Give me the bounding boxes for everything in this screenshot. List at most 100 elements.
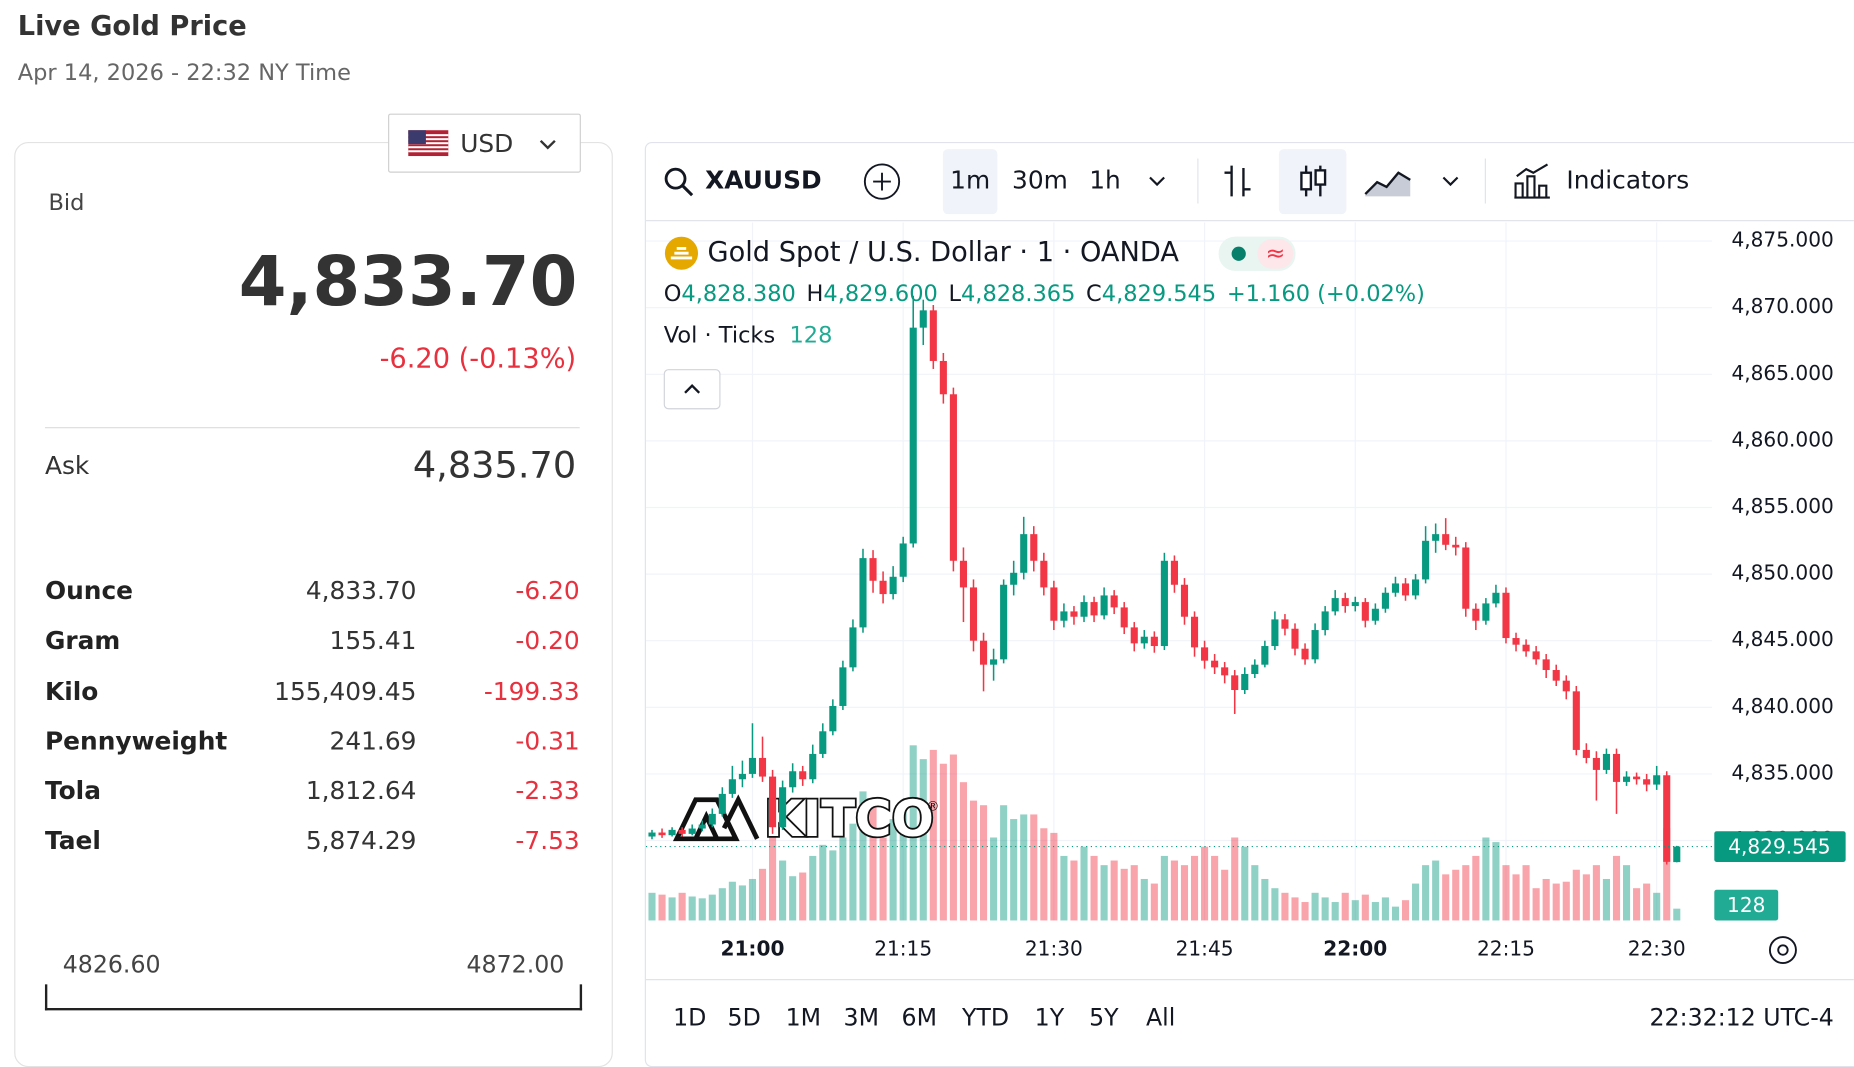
chevron-icon[interactable] bbox=[1148, 175, 1167, 187]
range-button[interactable]: 1M bbox=[785, 1003, 822, 1032]
candle-body bbox=[728, 779, 736, 794]
range-high: 4872.00 bbox=[466, 950, 565, 979]
bid-change: -6.20 (-0.13%) bbox=[379, 343, 577, 375]
interval-button[interactable]: 1h bbox=[1089, 166, 1121, 195]
unit-price: 241.69 bbox=[329, 727, 417, 756]
range-button[interactable]: 5Y bbox=[1089, 1003, 1119, 1032]
collapse-button[interactable] bbox=[663, 369, 721, 410]
volume-bar bbox=[929, 749, 937, 921]
volume-bar bbox=[990, 837, 998, 921]
settings-icon-core bbox=[1777, 944, 1789, 956]
search-icon[interactable] bbox=[663, 166, 696, 199]
candle-body bbox=[1301, 648, 1309, 660]
candle-body bbox=[809, 753, 817, 780]
symbol[interactable]: XAUUSD bbox=[705, 166, 822, 195]
candle-body bbox=[919, 310, 927, 328]
volume-bar bbox=[1532, 888, 1540, 921]
volume-bar bbox=[1432, 860, 1440, 921]
candle-body bbox=[929, 310, 937, 361]
candle-style-icon[interactable] bbox=[1297, 163, 1330, 198]
candle-body bbox=[758, 757, 767, 777]
volume-tag bbox=[1714, 889, 1779, 921]
volume-bar bbox=[1221, 869, 1229, 921]
interval-button[interactable]: 1m bbox=[950, 166, 991, 195]
candle-body bbox=[849, 627, 857, 668]
candle-body bbox=[889, 576, 897, 595]
watermark-text: KITCO bbox=[764, 790, 934, 848]
candle-body bbox=[1562, 680, 1570, 692]
volume-bar bbox=[1412, 883, 1420, 921]
candle-body bbox=[1331, 598, 1339, 612]
unit-change: -2.33 bbox=[515, 776, 580, 806]
volume-bar bbox=[728, 881, 736, 921]
volume-bar bbox=[1633, 888, 1641, 921]
candle-body bbox=[708, 813, 716, 825]
compare-icon[interactable] bbox=[862, 162, 901, 201]
volume-bar bbox=[899, 809, 907, 921]
indicators-icon[interactable] bbox=[1512, 162, 1552, 200]
volume-bar bbox=[1381, 897, 1389, 921]
range-button[interactable]: 1Y bbox=[1034, 1003, 1065, 1032]
settings-icon[interactable] bbox=[1768, 936, 1797, 964]
unit-price: 5,874.29 bbox=[305, 826, 417, 855]
volume-bar bbox=[1482, 837, 1490, 921]
candle-body bbox=[1020, 534, 1028, 573]
volume-bar bbox=[738, 885, 746, 921]
range-button[interactable]: YTD bbox=[961, 1003, 1010, 1032]
candle-body bbox=[1361, 602, 1369, 621]
range-button[interactable]: 5D bbox=[727, 1003, 761, 1032]
ohlc-change: +1.160 (+0.02%) bbox=[1226, 280, 1425, 308]
candle-body bbox=[909, 327, 917, 544]
y-tick-label: 4,845.000 bbox=[1731, 627, 1833, 651]
candle-body bbox=[1622, 776, 1631, 782]
chevron-icon[interactable] bbox=[1441, 175, 1460, 187]
candle-body bbox=[648, 832, 656, 837]
clock: 22:32:12 UTC-4 bbox=[1649, 1003, 1834, 1032]
volume-bar bbox=[1150, 883, 1158, 921]
range-low: 4826.60 bbox=[62, 950, 161, 979]
y-tick-label: 4,835.000 bbox=[1731, 760, 1833, 784]
candle-body bbox=[1512, 638, 1520, 645]
currency-select[interactable]: USD bbox=[388, 113, 581, 173]
volume-bar bbox=[1522, 865, 1530, 921]
unit-change: -199.33 bbox=[483, 677, 580, 706]
volume-bar bbox=[1180, 865, 1189, 921]
range-button[interactable]: All bbox=[1145, 1003, 1176, 1032]
interval-button[interactable]: 30m bbox=[1012, 166, 1068, 195]
range-button[interactable]: 3M bbox=[843, 1003, 880, 1032]
volume-bar bbox=[1653, 892, 1661, 921]
candle-body bbox=[1572, 691, 1580, 750]
last-price-tag bbox=[1714, 831, 1846, 862]
volume-bar bbox=[648, 892, 656, 921]
volume-bar bbox=[1241, 846, 1249, 921]
y-tick-label: 4,850.000 bbox=[1731, 561, 1833, 585]
candle-body bbox=[1582, 749, 1590, 758]
unit-name: Tola bbox=[44, 776, 101, 806]
x-tick-label: 21:30 bbox=[1025, 937, 1083, 961]
volume-bar bbox=[769, 837, 777, 921]
volume-tag-label: 128 bbox=[1727, 893, 1765, 917]
range-button[interactable]: 1D bbox=[673, 1003, 707, 1032]
volume-bar bbox=[1622, 865, 1631, 921]
volume-bar bbox=[1170, 860, 1178, 921]
last-price-label: 4,829.545 bbox=[1728, 834, 1830, 858]
volume-bar bbox=[1110, 860, 1118, 921]
area-style-icon[interactable] bbox=[1363, 166, 1413, 199]
volume-bar bbox=[1030, 814, 1038, 921]
candle-body bbox=[1231, 675, 1239, 690]
symbol-icon bbox=[664, 236, 699, 270]
volume-bar bbox=[809, 855, 817, 921]
candle-body bbox=[1100, 595, 1108, 616]
bar-style-icon[interactable] bbox=[1221, 163, 1254, 198]
indicators-button[interactable]: Indicators bbox=[1566, 166, 1690, 195]
candle-body bbox=[779, 787, 787, 828]
volume-bar bbox=[1070, 860, 1078, 921]
volume-bar bbox=[1452, 869, 1460, 921]
candle-body bbox=[1060, 611, 1068, 621]
range-button[interactable]: 6M bbox=[901, 1003, 938, 1032]
candle-body bbox=[1542, 659, 1550, 671]
unit-name: Ounce bbox=[44, 576, 134, 606]
volume-bar bbox=[668, 897, 676, 921]
volume-bar bbox=[839, 837, 847, 921]
volume-bar bbox=[1361, 894, 1369, 921]
